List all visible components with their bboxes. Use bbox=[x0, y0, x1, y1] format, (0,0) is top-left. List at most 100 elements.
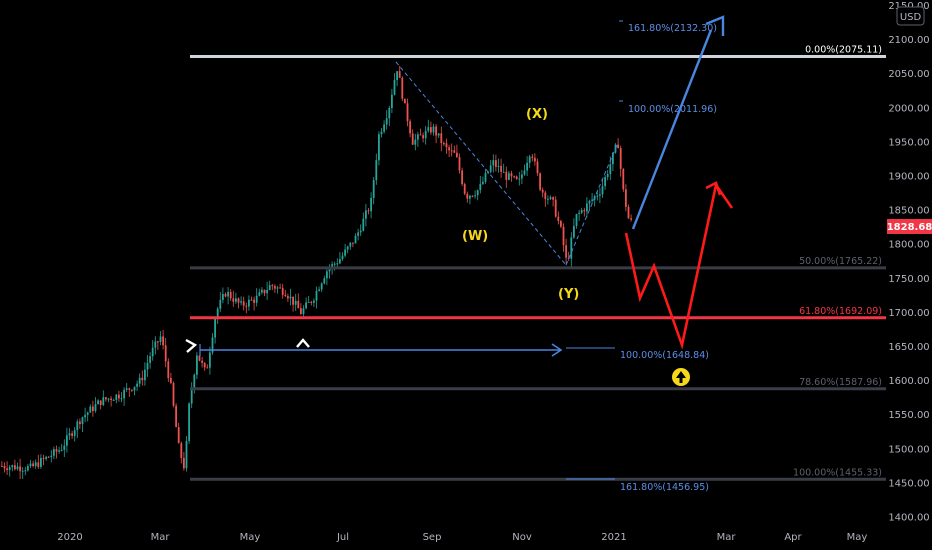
candle-body bbox=[237, 298, 240, 303]
projection-161-top: 161.80%(2132.30) bbox=[619, 20, 717, 34]
candle-body bbox=[164, 345, 167, 362]
fib-level-label: 0.00%(2075.11) bbox=[805, 45, 882, 56]
connector-y-to-peak bbox=[565, 144, 618, 266]
candle-body bbox=[307, 301, 310, 303]
candle-body bbox=[232, 298, 235, 302]
candle-body bbox=[492, 160, 495, 166]
candle-body bbox=[370, 197, 372, 212]
candle-body bbox=[393, 80, 396, 95]
candle-body bbox=[141, 377, 144, 381]
candle-body bbox=[193, 374, 196, 390]
candle-body bbox=[440, 133, 443, 144]
candle-body bbox=[216, 308, 219, 319]
candle-body bbox=[354, 235, 357, 244]
candle-body bbox=[102, 397, 105, 405]
fib-levels: 0.00%(2075.11) 50.00%(1765.22) 61.80%(1692… bbox=[190, 45, 886, 481]
candle-body bbox=[271, 285, 274, 287]
projection-label-100-mid: 100.00%(1648.84) bbox=[620, 350, 709, 361]
candle-body bbox=[180, 443, 183, 458]
candle-body bbox=[554, 199, 557, 217]
candle-body bbox=[227, 291, 229, 297]
candle-body bbox=[66, 435, 68, 446]
connector-top-to-y bbox=[395, 61, 567, 266]
fib-level-label: 100.00%(1455.33) bbox=[793, 467, 882, 478]
candle-body bbox=[167, 361, 170, 379]
candle-body bbox=[196, 355, 198, 375]
x-tick-label: May bbox=[847, 532, 868, 543]
candle-body bbox=[258, 292, 261, 296]
candle-body bbox=[274, 286, 276, 289]
candle-body bbox=[531, 156, 534, 158]
candle-body bbox=[203, 362, 206, 368]
candle-body bbox=[601, 186, 604, 195]
y-tick-label: 2150.00 bbox=[888, 1, 929, 12]
candle-body bbox=[47, 456, 50, 458]
candle-body bbox=[453, 150, 456, 153]
candle-body bbox=[50, 455, 53, 458]
candle-body bbox=[445, 143, 448, 148]
candle-body bbox=[99, 400, 102, 405]
candle-body bbox=[201, 360, 203, 363]
time-axis[interactable]: 2020 Mar May Jul Sep Nov 2021 Mar Apr May bbox=[0, 524, 887, 550]
candle-body bbox=[154, 341, 157, 348]
candle-body bbox=[497, 165, 500, 167]
candle-body bbox=[128, 388, 131, 390]
candle-body bbox=[417, 134, 419, 140]
candle-body bbox=[198, 355, 201, 361]
candle-body bbox=[622, 168, 625, 190]
candle-body bbox=[131, 389, 133, 391]
candle-body bbox=[123, 389, 125, 399]
candle-body bbox=[489, 165, 492, 172]
candle-body bbox=[42, 458, 45, 460]
candle-body bbox=[34, 462, 37, 467]
candle-body bbox=[250, 299, 253, 301]
candle-body bbox=[245, 305, 248, 307]
candle-body bbox=[16, 466, 19, 470]
x-tick-label: 2020 bbox=[57, 532, 82, 543]
currency-button[interactable]: USD bbox=[896, 6, 925, 26]
price-axis[interactable]: 1400.00 1450.00 1500.00 1550.00 1600.00 1650.… bbox=[887, 0, 932, 550]
candle-body bbox=[388, 107, 391, 119]
candle-body bbox=[149, 356, 151, 363]
candle-body bbox=[515, 176, 518, 179]
candle-body bbox=[242, 301, 245, 306]
candle-body bbox=[144, 369, 146, 381]
candle-body bbox=[37, 462, 40, 467]
candle-body bbox=[318, 289, 320, 291]
candle-body bbox=[401, 77, 404, 99]
candle-body bbox=[320, 283, 323, 290]
candle-body bbox=[627, 206, 630, 219]
candle-body bbox=[8, 467, 11, 471]
candle-body bbox=[463, 184, 466, 194]
candle-body bbox=[456, 152, 458, 158]
y-tick-label: 1900.00 bbox=[888, 171, 929, 182]
candle-body bbox=[71, 433, 73, 436]
candle-body bbox=[284, 294, 287, 297]
candle-body bbox=[300, 308, 302, 315]
candle-body bbox=[575, 213, 578, 226]
candle-body bbox=[263, 289, 266, 294]
candle-body bbox=[391, 94, 393, 108]
candle-body bbox=[248, 299, 250, 307]
candle-body bbox=[118, 394, 120, 399]
candle-body bbox=[458, 157, 461, 171]
candle-body bbox=[573, 225, 575, 238]
candle-body bbox=[89, 406, 92, 413]
candle-body bbox=[508, 173, 510, 180]
candle-body bbox=[583, 210, 586, 212]
candle-body bbox=[27, 466, 29, 471]
candle-body bbox=[352, 242, 354, 244]
fib-level-label: 78.60%(1587.96) bbox=[799, 377, 882, 388]
x-tick-label: Jul bbox=[336, 532, 349, 543]
candle-body bbox=[450, 150, 453, 152]
candle-body bbox=[40, 458, 42, 467]
candle-body bbox=[183, 457, 185, 469]
candle-body bbox=[367, 210, 370, 212]
candle-body bbox=[21, 470, 24, 472]
candle-body bbox=[526, 162, 528, 171]
candle-body bbox=[175, 405, 177, 428]
candle-body bbox=[281, 287, 284, 295]
candle-body bbox=[333, 263, 336, 265]
candle-body bbox=[430, 127, 432, 133]
